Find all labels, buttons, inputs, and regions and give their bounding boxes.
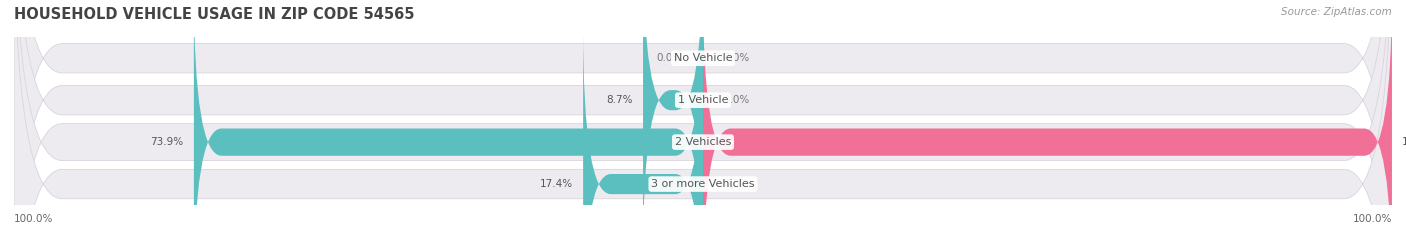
- Text: 0.0%: 0.0%: [724, 95, 749, 105]
- Text: 8.7%: 8.7%: [606, 95, 633, 105]
- Text: 0.0%: 0.0%: [724, 53, 749, 63]
- Text: Source: ZipAtlas.com: Source: ZipAtlas.com: [1281, 7, 1392, 17]
- FancyBboxPatch shape: [643, 0, 703, 233]
- FancyBboxPatch shape: [14, 0, 1392, 233]
- Text: 100.0%: 100.0%: [14, 214, 53, 224]
- FancyBboxPatch shape: [14, 0, 1392, 233]
- Text: 100.0%: 100.0%: [1402, 137, 1406, 147]
- Text: 17.4%: 17.4%: [540, 179, 572, 189]
- FancyBboxPatch shape: [14, 0, 1392, 233]
- Text: HOUSEHOLD VEHICLE USAGE IN ZIP CODE 54565: HOUSEHOLD VEHICLE USAGE IN ZIP CODE 5456…: [14, 7, 415, 22]
- Text: 3 or more Vehicles: 3 or more Vehicles: [651, 179, 755, 189]
- Text: 0.0%: 0.0%: [724, 179, 749, 189]
- FancyBboxPatch shape: [194, 0, 703, 233]
- Text: 2 Vehicles: 2 Vehicles: [675, 137, 731, 147]
- Text: 1 Vehicle: 1 Vehicle: [678, 95, 728, 105]
- FancyBboxPatch shape: [14, 0, 1392, 233]
- Text: 100.0%: 100.0%: [1353, 214, 1392, 224]
- Text: 0.0%: 0.0%: [657, 53, 682, 63]
- Text: No Vehicle: No Vehicle: [673, 53, 733, 63]
- FancyBboxPatch shape: [703, 0, 1392, 233]
- Text: 73.9%: 73.9%: [150, 137, 184, 147]
- FancyBboxPatch shape: [583, 26, 703, 233]
